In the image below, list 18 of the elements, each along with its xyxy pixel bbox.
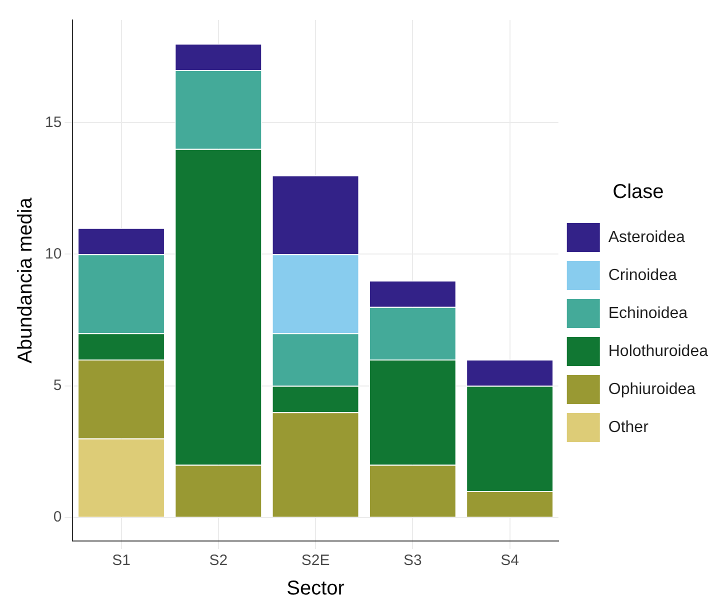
legend-label: Crinoidea [608,266,677,284]
x-tick-label: S1 [112,552,130,570]
x-axis-title: Sector [286,578,345,600]
y-axis-title: Abundancia media [14,196,37,364]
legend-label: Echinoidea [608,304,688,322]
x-tick-label: S4 [500,552,519,570]
x-tick-label: S3 [403,552,422,570]
legend-label: Other [608,418,650,436]
y-tick-label: 10 [44,245,62,262]
y-tick-label: 0 [53,508,62,526]
y-tick-label: 15 [44,114,62,131]
legend-label: Holothuroidea [608,342,708,360]
legend-label: Asteroidea [608,228,685,246]
y-tick-label: 5 [53,376,62,394]
x-tick-label: S2E [301,552,330,570]
legend-label: Ophiuroidea [608,380,696,398]
x-tick-label: S2 [209,552,228,570]
legend-title: Clase [612,181,664,204]
